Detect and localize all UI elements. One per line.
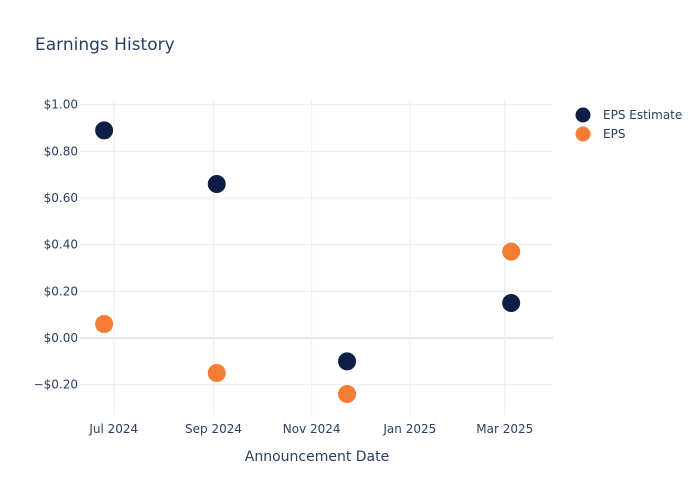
legend-label: EPS: [603, 127, 625, 141]
y-tick-label: $0.20: [44, 284, 78, 298]
series-eps: [94, 241, 522, 404]
data-point[interactable]: [337, 384, 358, 404]
legend-marker: [574, 125, 592, 143]
y-tick-label: $1.00: [44, 98, 78, 112]
data-point[interactable]: [94, 120, 115, 141]
data-points: [94, 120, 522, 404]
grid-layer: [80, 100, 553, 415]
legend-item[interactable]: EPS Estimate: [574, 106, 682, 124]
chart-title: Earnings History: [35, 35, 175, 55]
x-tick-label: Mar 2025: [476, 422, 533, 436]
series-eps-estimate: [94, 120, 522, 372]
x-axis-title: Announcement Date: [245, 449, 389, 465]
legend-item[interactable]: EPS: [574, 125, 625, 143]
data-point[interactable]: [206, 363, 227, 383]
data-point[interactable]: [501, 293, 522, 313]
y-tick-label: $0.60: [44, 191, 78, 205]
data-point[interactable]: [501, 241, 522, 262]
x-tick-label: Jan 2025: [382, 422, 436, 436]
legend-marker: [574, 106, 592, 124]
data-point[interactable]: [206, 174, 227, 194]
y-tick-label: $0.00: [44, 331, 78, 345]
x-tick-label: Jul 2024: [88, 422, 138, 436]
y-tick-label: $0.40: [44, 238, 78, 252]
data-point[interactable]: [94, 314, 115, 334]
y-tick-label: $0.80: [44, 144, 78, 158]
x-tick-label: Sep 2024: [185, 422, 242, 436]
data-point[interactable]: [337, 351, 358, 372]
x-tick-label: Nov 2024: [283, 422, 341, 436]
legend[interactable]: EPS Estimate EPS: [574, 106, 682, 143]
y-axis-ticks: $1.00 $0.80 $0.60 $0.40 $0.20 $0.00 −$0.20: [34, 98, 78, 392]
x-axis-ticks: Jul 2024 Sep 2024 Nov 2024 Jan 2025 Mar 2025: [88, 422, 533, 436]
y-tick-label: −$0.20: [34, 378, 78, 392]
legend-label: EPS Estimate: [603, 108, 682, 122]
